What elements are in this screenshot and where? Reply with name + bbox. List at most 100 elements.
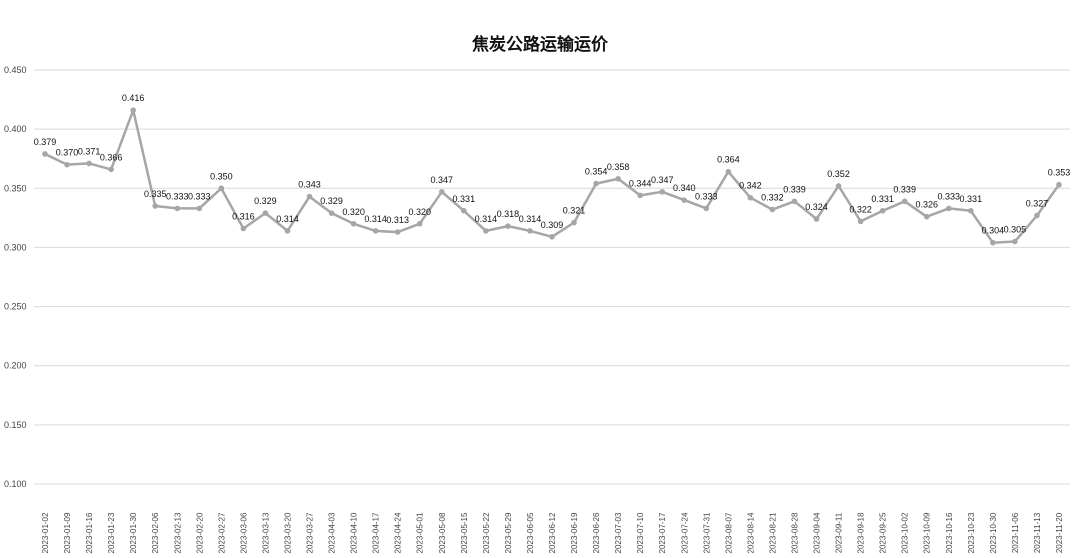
data-point [306, 193, 313, 200]
x-tick-label: 2023-09-11 [835, 512, 844, 553]
data-label: 0.313 [386, 215, 409, 225]
data-label: 0.331 [960, 194, 983, 204]
data-point [438, 189, 445, 195]
x-tick-label: 2023-10-09 [923, 512, 932, 553]
data-point [835, 183, 842, 189]
data-point [593, 180, 599, 187]
data-point [416, 220, 423, 227]
data-label: 0.333 [188, 191, 211, 201]
data-label: 0.321 [563, 206, 586, 216]
x-tick-label: 2023-01-16 [85, 512, 94, 553]
x-tick-label: 2023-03-20 [283, 512, 292, 553]
x-tick-label: 2023-11-13 [1033, 512, 1042, 553]
data-label: 0.358 [607, 162, 630, 172]
data-point [527, 228, 533, 234]
data-label: 0.324 [805, 202, 828, 212]
x-tick-label: 2023-10-30 [989, 512, 998, 553]
data-label: 0.335 [144, 189, 167, 199]
data-label: 0.339 [893, 184, 916, 194]
x-tick-label: 2023-05-08 [438, 512, 447, 553]
data-label: 0.333 [938, 191, 961, 201]
x-tick-label: 2023-08-14 [746, 512, 755, 553]
data-label: 0.347 [651, 175, 674, 185]
data-label: 0.364 [717, 155, 740, 165]
data-point [505, 223, 511, 229]
data-label: 0.416 [122, 93, 145, 103]
data-label: 0.354 [585, 167, 608, 177]
data-label: 0.366 [100, 152, 123, 162]
data-point [42, 151, 48, 157]
data-label: 0.344 [629, 178, 652, 188]
data-point [703, 205, 710, 212]
x-tick-label: 2023-09-18 [857, 512, 866, 553]
data-point [240, 225, 247, 232]
x-tick-label: 2023-03-13 [261, 512, 270, 553]
y-tick-label: 0.150 [4, 420, 27, 430]
data-label: 0.370 [56, 148, 79, 158]
data-label: 0.379 [34, 137, 57, 147]
x-tick-label: 2023-03-06 [239, 512, 248, 553]
data-point [637, 192, 643, 199]
x-tick-label: 2023-06-26 [592, 512, 601, 553]
x-tick-label: 2023-11-06 [1011, 512, 1020, 553]
chart-title: 焦炭公路运输运价 [472, 35, 608, 55]
data-label: 0.329 [320, 196, 343, 206]
x-tick-label: 2023-05-01 [416, 512, 425, 553]
data-point [86, 160, 92, 167]
data-point [108, 166, 114, 173]
data-label: 0.340 [673, 183, 696, 193]
data-label: 0.314 [364, 214, 387, 224]
data-point [923, 213, 930, 220]
data-label: 0.339 [783, 184, 806, 194]
data-label: 0.320 [408, 207, 431, 217]
data-point [549, 233, 555, 240]
data-point [747, 194, 754, 201]
data-point [218, 185, 225, 192]
data-label: 0.371 [78, 146, 101, 156]
data-point [1012, 238, 1018, 245]
x-tick-label: 2023-09-04 [813, 512, 822, 553]
data-label: 0.352 [827, 169, 850, 179]
data-point [394, 229, 401, 235]
x-tick-label: 2023-04-10 [350, 512, 359, 553]
data-label: 0.314 [475, 214, 498, 224]
x-tick-label: 2023-02-13 [173, 512, 182, 553]
data-point [1056, 181, 1062, 188]
y-tick-label: 0.400 [4, 124, 27, 134]
data-point [130, 107, 136, 114]
y-tick-label: 0.250 [4, 302, 27, 312]
y-tick-label: 0.450 [4, 65, 27, 75]
y-tick-label: 0.300 [4, 242, 27, 252]
x-tick-label: 2023-07-31 [702, 512, 711, 553]
data-label: 0.329 [254, 196, 277, 206]
x-tick-label: 2023-07-10 [636, 512, 645, 553]
data-point [725, 168, 732, 175]
x-tick-label: 2023-09-25 [879, 512, 888, 553]
x-tick-label: 2023-05-29 [504, 512, 513, 553]
x-tick-label: 2023-04-03 [328, 512, 337, 553]
data-point [152, 203, 159, 209]
data-point [769, 206, 776, 213]
y-axis-ticks: 0.100 0.150 0.200 0.250 0.300 0.350 0.400 0.450 [4, 65, 27, 489]
data-label: 0.314 [276, 214, 299, 224]
data-point [857, 218, 864, 225]
data-label: 0.343 [298, 180, 321, 190]
data-point [284, 228, 291, 234]
x-tick-label: 2023-05-15 [460, 512, 469, 553]
data-label: 0.326 [915, 200, 938, 210]
x-tick-label: 2023-01-09 [63, 512, 72, 553]
data-point [174, 205, 181, 212]
x-tick-label: 2023-02-06 [151, 512, 160, 553]
data-label: 0.327 [1026, 198, 1049, 208]
data-point [791, 198, 798, 205]
data-label: 0.314 [519, 214, 542, 224]
x-tick-label: 2023-04-24 [394, 512, 403, 553]
data-point [571, 219, 577, 226]
x-tick-label: 2023-01-23 [107, 512, 116, 553]
x-tick-label: 2023-06-12 [548, 512, 557, 553]
x-tick-label: 2023-01-02 [41, 512, 50, 553]
x-tick-label: 2023-04-17 [372, 512, 381, 553]
